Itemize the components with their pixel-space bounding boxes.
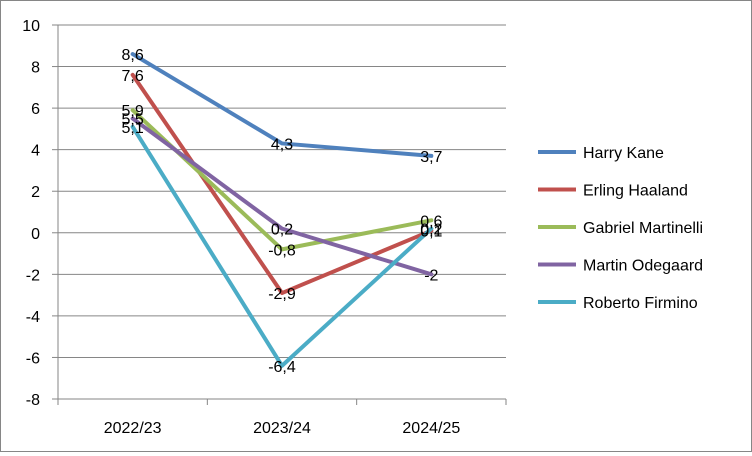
- data-label: 8,6: [122, 47, 144, 64]
- y-tick-label: -2: [26, 267, 40, 284]
- y-axis-tick-labels: 10 8 6 4 2 0 -2 -4 -6 -8: [22, 18, 40, 409]
- y-tick-label: 0: [31, 226, 40, 243]
- data-label: -6,4: [268, 359, 296, 376]
- y-tick-label: -4: [26, 309, 40, 326]
- data-label: 4,3: [271, 136, 293, 153]
- data-label: 5,1: [122, 120, 144, 137]
- legend-label: Martin Odegaard: [583, 258, 703, 275]
- y-tick-label: 4: [31, 143, 40, 160]
- y-tick-label: -8: [26, 392, 40, 409]
- data-label: -2,9: [268, 286, 296, 303]
- data-label: 0,2: [271, 222, 293, 239]
- x-tick-label: 2024/25: [402, 420, 460, 437]
- data-label: -2: [424, 267, 438, 284]
- data-labels: 8,6 4,3 3,7 7,6 -2,9 0,1 5,9 -0,8 0,6 5,5 0,2 -2 5,1…: [122, 47, 443, 376]
- x-axis-tick-labels: 2022/23 2023/24 2024/25: [104, 420, 461, 437]
- axes: [52, 24, 507, 405]
- legend-label: Gabriel Martinelli: [583, 220, 703, 237]
- series-lines: [130, 52, 434, 368]
- legend: Harry Kane Erling Haaland Gabriel Martinel…: [538, 145, 703, 312]
- legend-label: Roberto Firmino: [583, 295, 698, 312]
- data-label: 7,6: [122, 68, 144, 85]
- data-label: 5,5: [122, 112, 144, 129]
- data-label: 0,2: [420, 222, 442, 239]
- data-label: 5,9: [122, 103, 144, 120]
- series-line-roberto-firmino: [130, 124, 434, 368]
- series-line-harry-kane: [130, 52, 434, 158]
- series-line-martin-odegaard: [130, 116, 434, 277]
- y-tick-label: 8: [31, 60, 40, 77]
- legend-label: Erling Haaland: [583, 183, 688, 200]
- y-tick-label: 2: [31, 184, 40, 201]
- y-tick-label: -6: [26, 350, 40, 367]
- data-label: -0,8: [268, 242, 296, 259]
- x-tick-label: 2023/24: [253, 420, 311, 437]
- series-line-erling-haaland: [130, 72, 434, 296]
- data-label: 3,7: [420, 149, 442, 166]
- y-tick-label: 6: [31, 101, 40, 118]
- y-tick-label: 10: [22, 18, 40, 35]
- legend-label: Harry Kane: [583, 145, 664, 162]
- data-label: 0,6: [420, 213, 442, 230]
- x-tick-label: 2022/23: [104, 420, 162, 437]
- data-label: 0,1: [420, 224, 442, 241]
